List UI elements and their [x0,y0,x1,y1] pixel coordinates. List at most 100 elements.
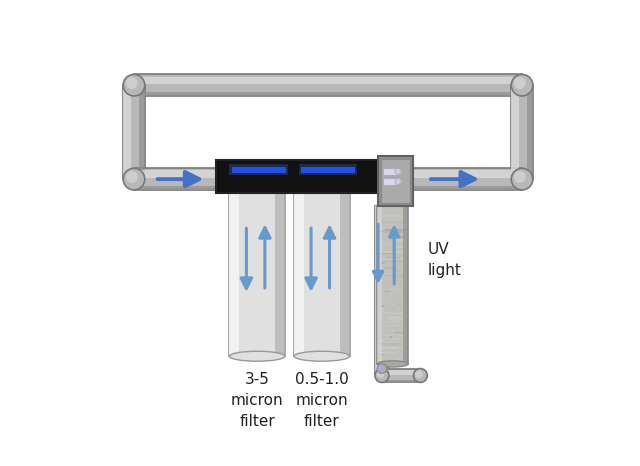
Circle shape [511,168,533,190]
Circle shape [123,75,145,96]
Bar [379,245,404,247]
Bar [388,231,404,233]
Bar [393,326,396,328]
Bar [134,76,522,84]
Bar [140,85,145,179]
Bar [380,231,401,233]
Bar [294,183,349,356]
Bar [394,247,401,248]
Circle shape [511,75,533,96]
Bar [123,85,145,179]
Bar [378,156,413,206]
Circle shape [126,77,138,89]
Ellipse shape [291,181,353,188]
Bar [511,85,519,179]
Bar [385,218,390,219]
Circle shape [514,77,526,89]
Bar [381,222,404,223]
Bar [384,229,408,231]
Circle shape [514,171,526,183]
Bar [394,332,403,333]
Bar [380,253,396,254]
Bar [380,352,396,353]
Bar [382,370,420,375]
Bar [390,239,394,240]
Ellipse shape [227,164,288,171]
Circle shape [375,369,389,383]
Bar [378,232,402,233]
Bar [392,313,406,314]
Bar [511,85,533,179]
Bar [379,343,401,344]
Ellipse shape [227,181,288,188]
Bar [378,206,408,364]
Bar [380,310,385,312]
Bar [134,75,522,96]
Bar [383,338,401,340]
Bar [294,183,304,356]
Circle shape [377,370,385,378]
Ellipse shape [291,164,353,171]
Ellipse shape [294,351,349,361]
Bar [388,236,405,238]
Bar [378,271,396,272]
Bar [381,215,403,217]
Bar [381,261,403,262]
Circle shape [377,363,387,373]
Circle shape [415,370,423,378]
Bar [385,206,389,376]
Bar [397,304,401,305]
Bar [134,171,218,178]
Bar [527,85,533,179]
Bar [382,380,420,383]
Bar [390,325,398,327]
Text: 3-5
micron
filter: 3-5 micron filter [231,371,284,429]
Bar [385,267,396,269]
Bar [375,206,380,376]
Bar [216,160,409,193]
Bar [407,168,522,190]
Circle shape [126,171,138,183]
Bar [375,206,389,376]
Bar [123,85,131,179]
Bar [227,166,288,185]
Bar [291,166,353,185]
Bar [378,347,397,349]
Bar [388,229,406,230]
Bar [381,302,398,303]
Bar [231,168,248,180]
Bar [394,269,397,271]
Bar [134,168,218,190]
Bar [379,312,404,314]
Bar [385,288,393,289]
Text: UV
light: UV light [428,242,461,278]
Bar [403,206,408,364]
Bar [407,171,522,178]
Bar [134,185,218,190]
Bar [388,240,395,241]
Bar [397,359,401,360]
Ellipse shape [230,351,285,361]
Bar [383,335,406,336]
Bar [134,92,522,96]
Bar [382,369,420,383]
Circle shape [395,168,401,174]
Bar [230,183,285,356]
Bar [380,361,388,362]
Bar [387,317,404,320]
Bar [380,347,404,349]
Text: 0.5-1.0
micron
filter: 0.5-1.0 micron filter [295,371,349,429]
Bar [390,271,399,272]
Bar [379,258,404,259]
Bar [380,305,384,307]
Bar [230,164,288,175]
Bar [399,280,404,281]
Circle shape [395,178,401,185]
Bar [379,354,385,355]
Bar [299,164,357,175]
Bar [381,342,394,343]
Bar [381,321,407,322]
Bar [232,167,285,173]
Bar [391,240,396,241]
Bar [382,252,403,253]
